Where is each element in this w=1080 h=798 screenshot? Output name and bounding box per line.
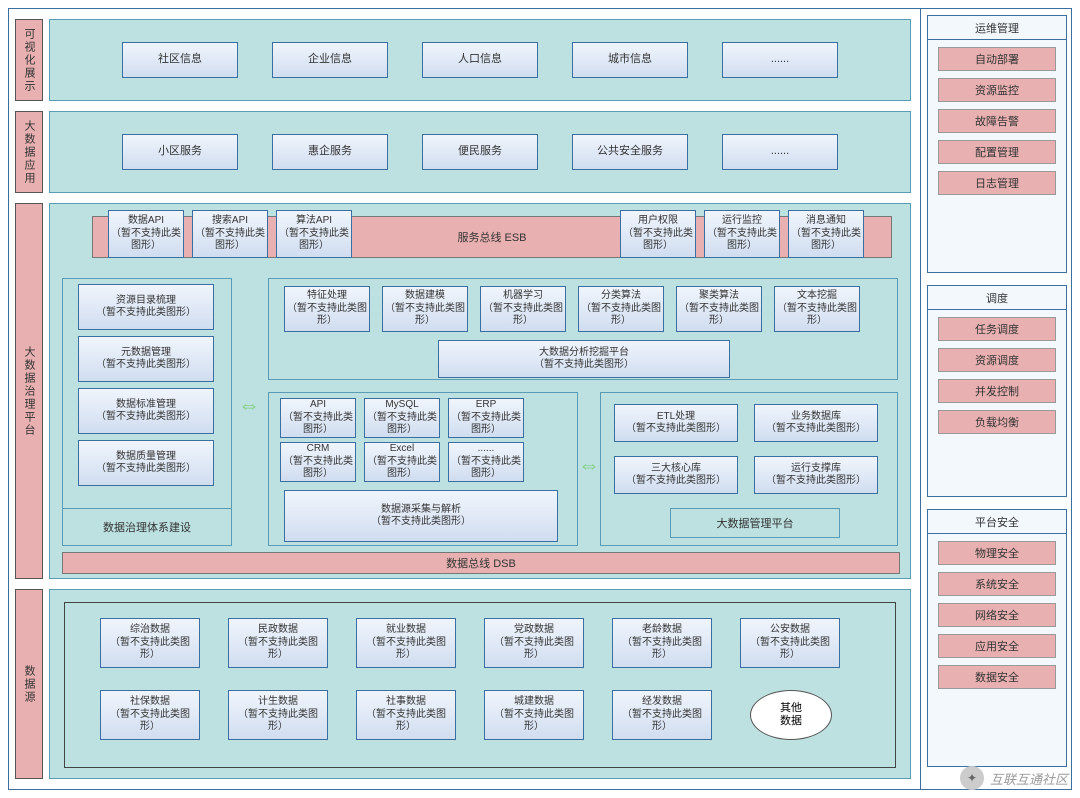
side-security: 平台安全 物理安全 系统安全 网络安全 应用安全 数据安全 [927,509,1067,767]
box-more-1: ...... [722,42,838,78]
watermark: ✦ 互联互通社区 [960,766,1068,790]
side-sched-task: 任务调度 [938,317,1056,341]
src-excel: Excel （暂不支持此类图形） [364,442,440,482]
side-sec-app: 应用安全 [938,634,1056,658]
ana-feature: 特征处理 （暂不支持此类图形） [284,286,370,332]
ds-jisheng: 计生数据 （暂不支持此类图形） [228,690,328,740]
dsb-bar: 数据总线 DSB [62,552,900,574]
esb-algo-api: 算法API （暂不支持此类图形） [276,210,352,258]
side-ops-log: 日志管理 [938,171,1056,195]
box-more-2: ...... [722,134,838,170]
esb-search-api: 搜索API （暂不支持此类图形） [192,210,268,258]
main-column: 可视化展示 社区信息 企业信息 人口信息 城市信息 ...... 大数据应用 小… [9,9,921,789]
double-arrow-icon: ⇔ [238,394,260,416]
wechat-icon: ✦ [960,766,984,790]
box-public-safety-svc: 公共安全服务 [572,134,688,170]
side-ops-alarm: 故障告警 [938,109,1056,133]
side-sec-system: 系统安全 [938,572,1056,596]
box-enterprise-svc: 惠企服务 [272,134,388,170]
side-sched: 调度 任务调度 资源调度 并发控制 负载均衡 [927,285,1067,497]
row-label-bigdata-app: 大数据应用 [15,111,43,193]
side-sec-physical: 物理安全 [938,541,1056,565]
architecture-diagram: 可视化展示 社区信息 企业信息 人口信息 城市信息 ...... 大数据应用 小… [8,8,1072,790]
double-arrow-icon-2: ⇔ [578,454,600,476]
side-ops-deploy: 自动部署 [938,47,1056,71]
row-label-governance: 大数据治理平台 [15,203,43,579]
ana-textmine: 文本挖掘 （暂不支持此类图形） [774,286,860,332]
row-datasource: 综治数据 （暂不支持此类图形） 民政数据 （暂不支持此类图形） 就业数据 （暂不… [49,589,911,779]
esb-label: 服务总线 ESB [457,229,526,245]
ana-cluster: 聚类算法 （暂不支持此类图形） [676,286,762,332]
side-ops-config: 配置管理 [938,140,1056,164]
ds-minzheng: 民政数据 （暂不支持此类图形） [228,618,328,668]
esb-user-perm: 用户权限 （暂不支持此类图形） [620,210,696,258]
box-community-svc: 小区服务 [122,134,238,170]
gov-title: 数据治理体系建设 [62,508,232,546]
box-enterprise-info: 企业信息 [272,42,388,78]
esb-monitor: 运行监控 （暂不支持此类图形） [704,210,780,258]
ds-dangzheng: 党政数据 （暂不支持此类图形） [484,618,584,668]
dsb-label: 数据总线 DSB [446,555,516,571]
esb-data-api: 数据API （暂不支持此类图形） [108,210,184,258]
gov-catalog: 资源目录梳理 （暂不支持此类图形） [78,284,214,330]
ds-gongan: 公安数据 （暂不支持此类图形） [740,618,840,668]
side-ops-title: 运维管理 [928,16,1066,40]
mgmt-etl: ETL处理 （暂不支持此类图形） [614,404,738,442]
side-sched-resource: 资源调度 [938,348,1056,372]
side-sched-concurrency: 并发控制 [938,379,1056,403]
src-more: ...... （暂不支持此类图形） [448,442,524,482]
ds-shebao: 社保数据 （暂不支持此类图形） [100,690,200,740]
side-column: 运维管理 自动部署 资源监控 故障告警 配置管理 日志管理 调度 任务调度 资源… [921,9,1073,789]
ana-classify: 分类算法 （暂不支持此类图形） [578,286,664,332]
src-erp: ERP （暂不支持此类图形） [448,398,524,438]
ds-other: 其他 数据 [750,690,832,740]
box-population-info: 人口信息 [422,42,538,78]
side-ops-monitor: 资源监控 [938,78,1056,102]
row-visualization: 社区信息 企业信息 人口信息 城市信息 ...... [49,19,911,101]
mgmt-title: 大数据管理平台 [670,508,840,538]
box-city-info: 城市信息 [572,42,688,78]
gov-standard: 数据标准管理 （暂不支持此类图形） [78,388,214,434]
side-sec-network: 网络安全 [938,603,1056,627]
src-api: API （暂不支持此类图形） [280,398,356,438]
ds-laoling: 老龄数据 （暂不支持此类图形） [612,618,712,668]
mgmt-bizdb: 业务数据库 （暂不支持此类图形） [754,404,878,442]
ds-zongzhi: 综治数据 （暂不支持此类图形） [100,618,200,668]
box-convenience-svc: 便民服务 [422,134,538,170]
watermark-text: 互联互通社区 [990,769,1068,788]
row-label-visualization: 可视化展示 [15,19,43,101]
side-sec-title: 平台安全 [928,510,1066,534]
side-sched-balance: 负载均衡 [938,410,1056,434]
ds-jingfa: 经发数据 （暂不支持此类图形） [612,690,712,740]
side-sec-data: 数据安全 [938,665,1056,689]
src-title: 数据源采集与解析 （暂不支持此类图形） [284,490,558,542]
mgmt-support: 运行支撑库 （暂不支持此类图形） [754,456,878,494]
box-community-info: 社区信息 [122,42,238,78]
ana-ml: 机器学习 （暂不支持此类图形） [480,286,566,332]
row-label-datasource: 数据源 [15,589,43,779]
ana-title: 大数据分析挖掘平台 （暂不支持此类图形） [438,340,730,378]
ds-jiuye: 就业数据 （暂不支持此类图形） [356,618,456,668]
side-ops: 运维管理 自动部署 资源监控 故障告警 配置管理 日志管理 [927,15,1067,273]
side-sched-title: 调度 [928,286,1066,310]
mgmt-coredb: 三大核心库 （暂不支持此类图形） [614,456,738,494]
src-mysql: MySQL （暂不支持此类图形） [364,398,440,438]
src-crm: CRM （暂不支持此类图形） [280,442,356,482]
ana-model: 数据建模 （暂不支持此类图形） [382,286,468,332]
ds-sheshi: 社事数据 （暂不支持此类图形） [356,690,456,740]
row-governance: 服务总线 ESB 数据API （暂不支持此类图形） 搜索API （暂不支持此类图… [49,203,911,579]
gov-metadata: 元数据管理 （暂不支持此类图形） [78,336,214,382]
row-bigdata-app: 小区服务 惠企服务 便民服务 公共安全服务 ...... [49,111,911,193]
ds-chengjian: 城建数据 （暂不支持此类图形） [484,690,584,740]
gov-quality: 数据质量管理 （暂不支持此类图形） [78,440,214,486]
esb-notify: 消息通知 （暂不支持此类图形） [788,210,864,258]
